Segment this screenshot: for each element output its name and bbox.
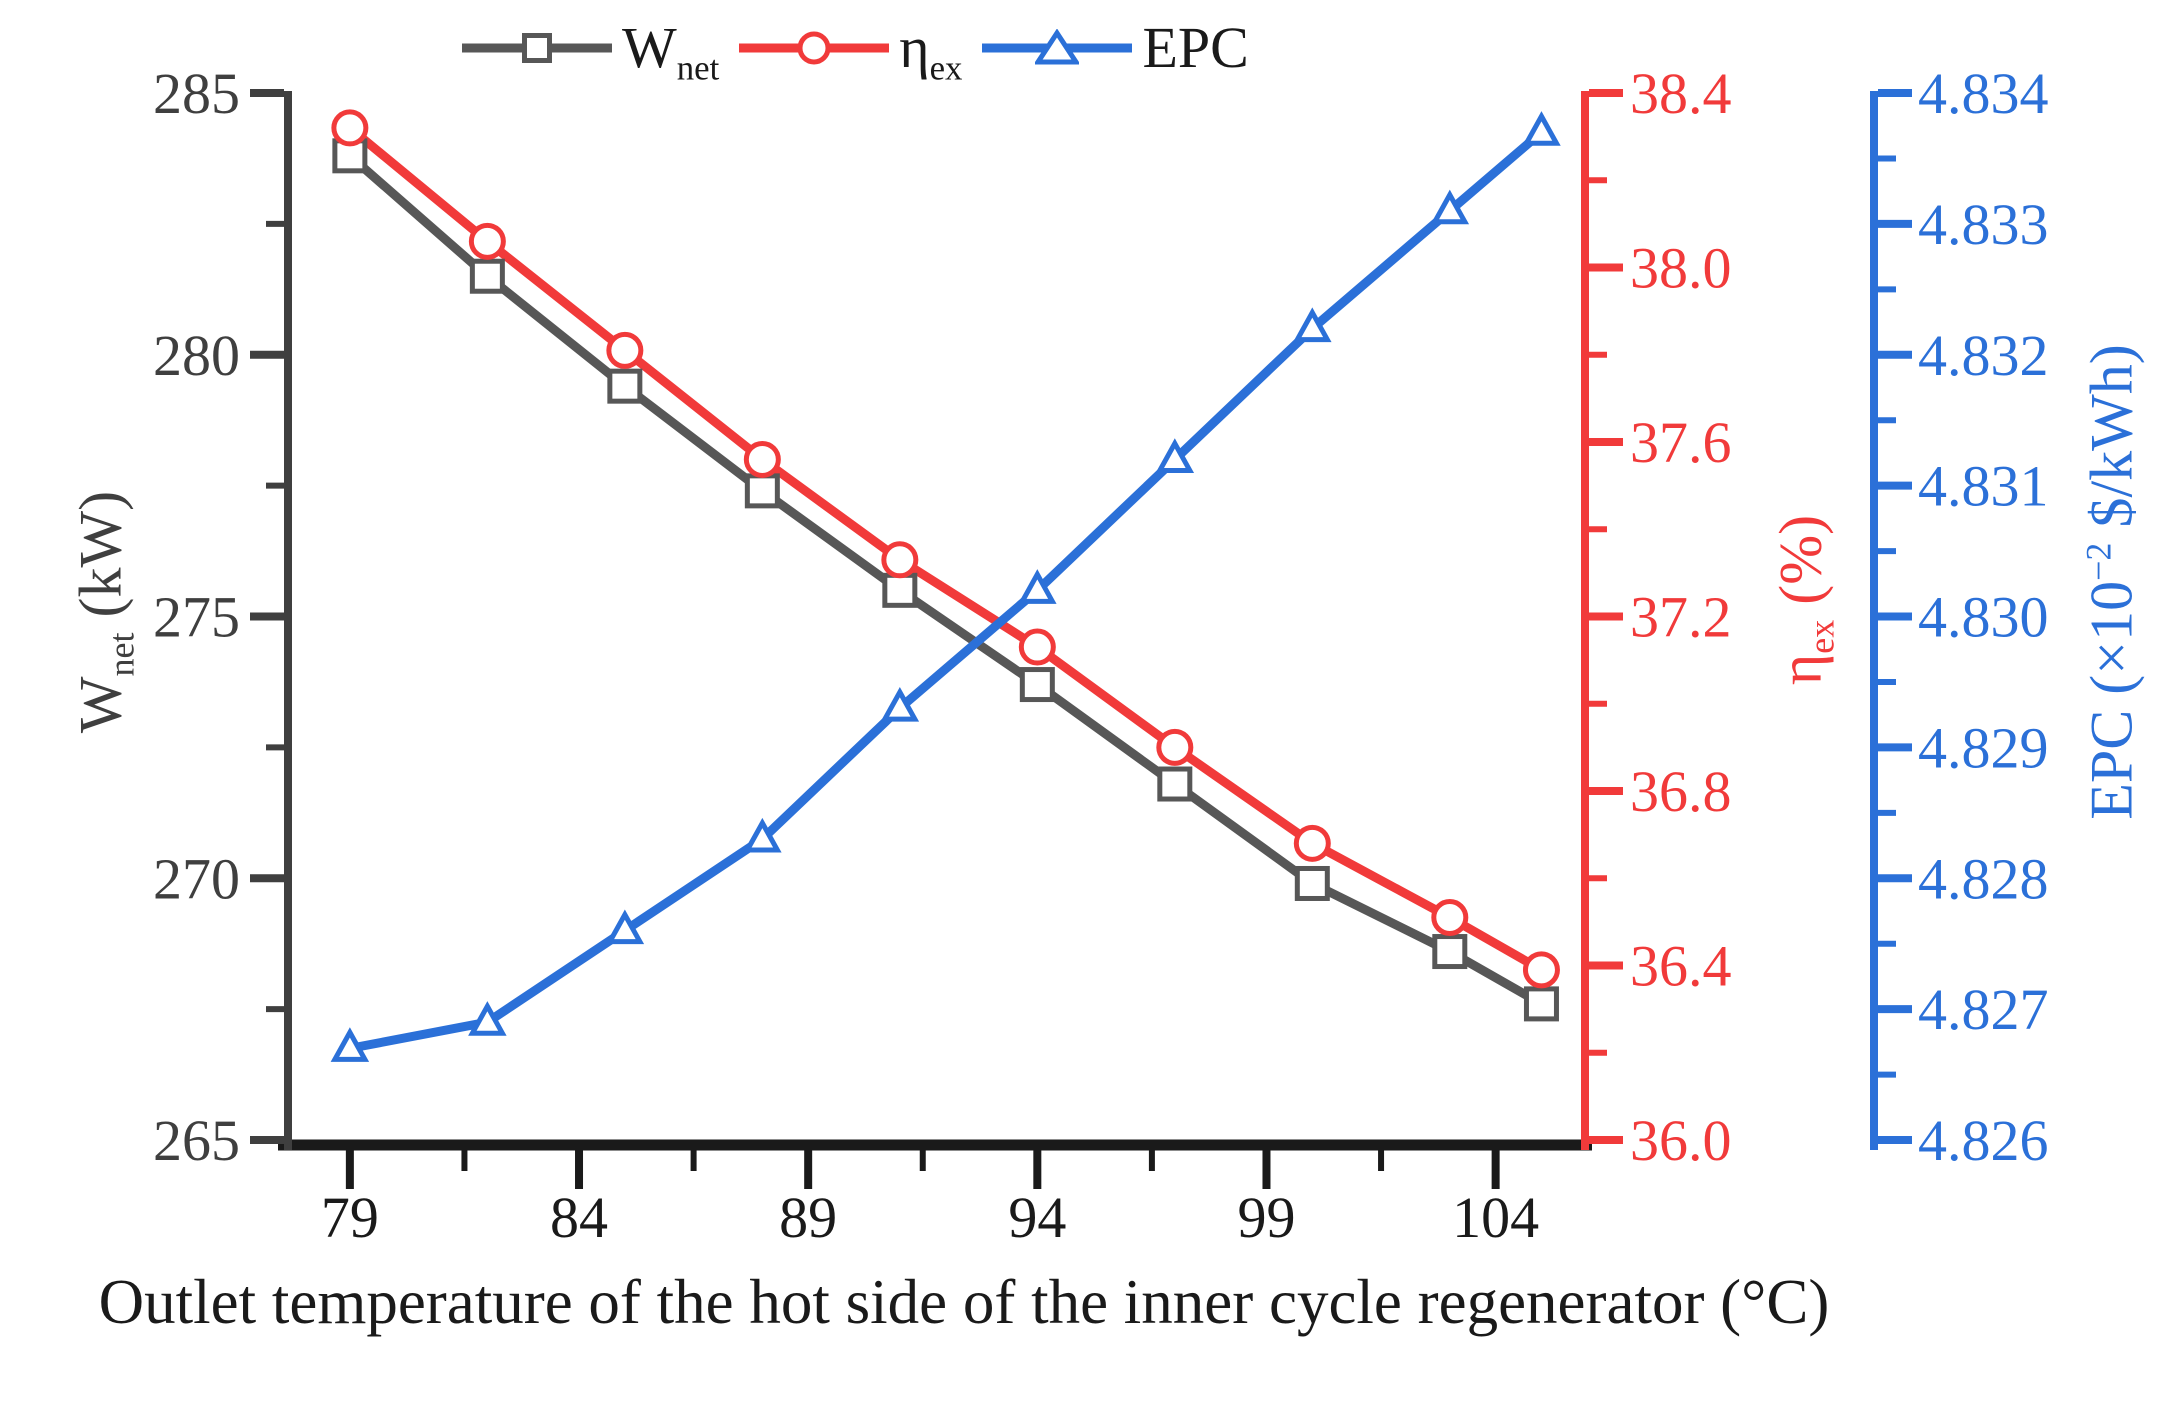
y-axis-title-epc-base: EPC (×10 (2078, 580, 2145, 820)
legend-sample-epc (982, 25, 1133, 71)
y-axis-left-tick-label: 265 (153, 1108, 240, 1173)
legend: Wnet ηex EPC (462, 14, 1249, 85)
y-axis-title-eta-sub: ex (1801, 619, 1842, 654)
series-epc-line (349, 128, 1545, 1053)
square-marker-icon (1019, 667, 1055, 703)
x-axis-title: Outlet temperature of the hot side of th… (98, 1267, 1830, 1337)
triangle-marker-icon (605, 909, 645, 945)
x-tick-label: 89 (779, 1185, 837, 1250)
y-axis-eta-right-tick-label: 36.4 (1630, 934, 1732, 999)
triangle-marker-icon (1522, 111, 1561, 146)
circle-marker-icon (606, 331, 644, 369)
series-eta-markers (331, 109, 1560, 989)
legend-label-epc: EPC (1142, 14, 1248, 81)
legend-label-eta-sub: ex (929, 48, 963, 88)
y-axis-epc-right: 4.826 4.827 4.828 4.829 4.830 4.831 4.832 4.833… (1870, 61, 2049, 1173)
circle-marker-icon (743, 440, 781, 478)
square-marker-icon (469, 258, 505, 294)
y-axis-left-tick-label: 270 (153, 846, 240, 911)
series-eta-line (347, 124, 1544, 974)
legend-label-wnet-sub: net (676, 48, 720, 88)
y-axis-title-epc-exp: −2 (2078, 542, 2119, 581)
triangle-marker-icon (1035, 28, 1080, 64)
y-axis-left-tick-label: 285 (153, 61, 240, 126)
triangle-marker-icon (330, 1027, 370, 1062)
y-axis-eta-right-tick-label: 38.0 (1630, 236, 1732, 301)
circle-marker-icon (468, 222, 506, 260)
legend-sample-wnet (462, 25, 612, 71)
y-axis-title-wnet-base: W (67, 676, 134, 734)
y-axis-epc-right-tick-label: 4.831 (1918, 454, 2049, 519)
legend-label-eta: ηex (899, 14, 962, 85)
y-axis-epc-right-tick-label: 4.827 (1918, 977, 2049, 1042)
y-axis-eta-right-tick-label: 37.6 (1630, 410, 1732, 475)
circle-marker-icon (1431, 899, 1469, 937)
x-tick-label: 84 (550, 1185, 608, 1250)
y-axis-eta-right: 36.0 36.4 36.8 37.2 37.6 38.0 38.4 (1581, 61, 1732, 1173)
y-axis-left-tick-label: 280 (153, 323, 240, 388)
legend-label-wnet: Wnet (622, 14, 719, 85)
y-axis-title-wnet: Wnet (kW) (67, 490, 142, 734)
square-marker-icon (744, 473, 780, 509)
circle-marker-icon (881, 541, 919, 579)
square-marker-icon (1523, 986, 1559, 1022)
legend-label-eta-base: η (899, 15, 930, 80)
triangle-marker-icon (880, 686, 920, 722)
y-axis-title-eta: ηex (%) (1767, 514, 1842, 686)
legend-item-wnet: Wnet (462, 14, 719, 85)
y-axis-title-epc-unit: $/kWh) (2078, 344, 2145, 543)
y-axis-epc-right-tick-label: 4.832 (1918, 323, 2049, 388)
legend-label-wnet-base: W (622, 15, 677, 80)
y-axis-title-eta-unit: (%) (1767, 514, 1834, 620)
y-axis-eta-right-tick-label: 37.2 (1630, 585, 1732, 650)
y-axis-eta-right-tick-label: 36.8 (1630, 759, 1732, 824)
x-tick-label: 99 (1237, 1185, 1295, 1250)
square-marker-icon (882, 572, 918, 608)
circle-marker-icon (1522, 951, 1560, 989)
circle-marker-icon (1293, 824, 1331, 862)
x-axis: 79 84 89 94 99 104 (278, 1139, 1592, 1250)
y-axis-title-epc: EPC (×10−2 $/kWh) (2078, 344, 2147, 819)
x-tick-label: 79 (321, 1185, 379, 1250)
legend-sample-eta (739, 25, 890, 71)
series-epc-markers (330, 111, 1561, 1062)
triangle-marker-icon (468, 1001, 507, 1036)
y-axis-epc-right-tick-label: 4.828 (1918, 846, 2049, 911)
square-marker-icon (1294, 865, 1330, 901)
y-axis-title-wnet-unit: (kW) (67, 490, 134, 633)
y-axis-epc-right-tick-label: 4.834 (1918, 61, 2049, 126)
square-marker-icon (522, 32, 552, 63)
x-tick-label: 104 (1452, 1185, 1539, 1250)
triangle-marker-icon (1293, 307, 1332, 343)
square-marker-icon (607, 368, 643, 404)
y-axis-eta-right-tick-label: 36.0 (1630, 1108, 1732, 1173)
y-axis-epc-right-tick-label: 4.826 (1918, 1108, 2049, 1173)
legend-item-epc: EPC (982, 14, 1249, 81)
circle-marker-icon (1156, 728, 1194, 766)
series-wnet-line (346, 152, 1544, 1008)
y-axis-epc-right-tick-label: 4.829 (1918, 715, 2049, 780)
triangle-marker-icon (743, 817, 782, 853)
y-axis-left-tick-label: 275 (153, 585, 240, 650)
circle-marker-icon (1018, 628, 1056, 666)
y-axis-epc-right-tick-label: 4.830 (1918, 585, 2049, 650)
y-axis-title-wnet-sub: net (101, 632, 142, 677)
legend-item-eta: ηex (739, 14, 962, 85)
y-axis-eta-right-tick-label: 38.4 (1630, 61, 1732, 126)
y-axis-title-eta-base: η (1767, 653, 1834, 686)
square-marker-icon (1157, 766, 1193, 802)
triangle-marker-icon (1018, 569, 1057, 604)
square-marker-icon (1432, 934, 1468, 970)
x-tick-label: 94 (1008, 1185, 1066, 1250)
legend-label-epc-base: EPC (1142, 15, 1249, 80)
circle-marker-icon (331, 109, 369, 147)
y-axis-epc-right-tick-label: 4.833 (1918, 192, 2049, 257)
triangle-marker-icon (1155, 438, 1195, 473)
y-axis-left: 265 270 275 280 285 (153, 61, 292, 1173)
series-wnet-markers (332, 138, 1559, 1022)
circle-marker-icon (797, 31, 831, 64)
triangle-marker-icon (1430, 189, 1470, 225)
